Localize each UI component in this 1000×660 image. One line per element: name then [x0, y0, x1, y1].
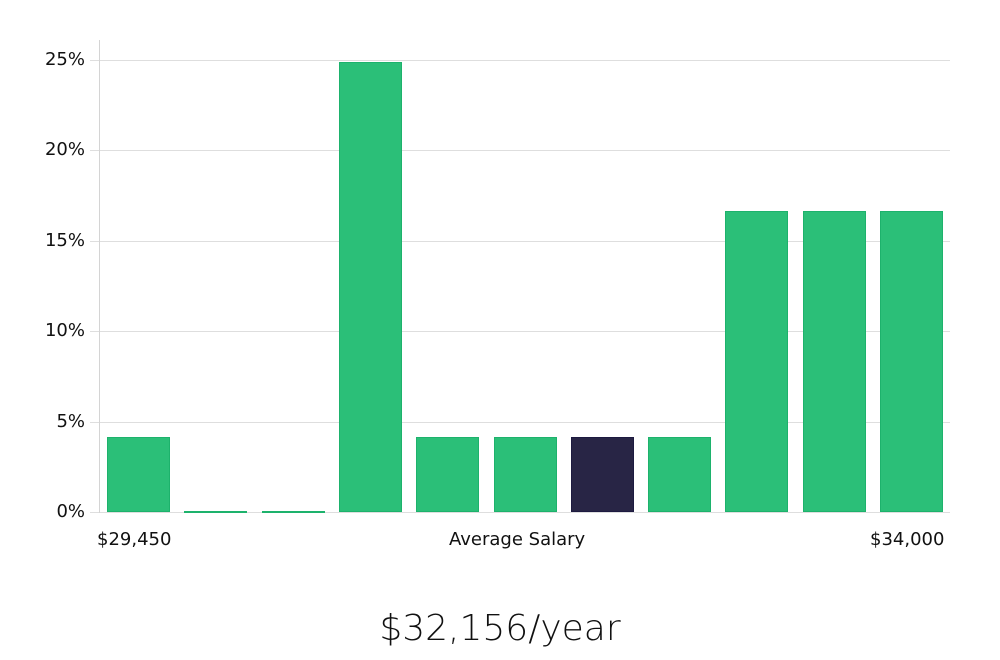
- bar: [725, 210, 789, 512]
- gridline: [90, 331, 950, 333]
- bar: [880, 210, 943, 512]
- bar: [648, 436, 712, 512]
- gridline: [90, 512, 950, 513]
- y-tick-label: 0%: [56, 501, 85, 522]
- bar-highlighted: [570, 436, 634, 512]
- bar: [493, 436, 557, 512]
- x-max-label: $34,000: [870, 529, 945, 550]
- bar: [184, 510, 248, 513]
- gridline: [90, 421, 950, 423]
- bar: [802, 210, 866, 512]
- gridline: [90, 150, 950, 152]
- bar: [416, 436, 480, 512]
- bar: [338, 61, 402, 512]
- gridline: [90, 240, 950, 242]
- y-tick-label: 15%: [44, 229, 85, 251]
- x-min-label: $29,450: [97, 529, 172, 550]
- y-axis-line: [99, 40, 100, 513]
- y-tick-label: 5%: [56, 410, 85, 432]
- x-axis-title: Average Salary: [449, 529, 586, 550]
- y-tick-label: 25%: [44, 49, 85, 70]
- salary-histogram: 0% 5% 10% 15% 20% 25% $29,450 Average Salary …: [44, 40, 950, 550]
- bar: [107, 436, 170, 512]
- y-tick-label: 20%: [44, 139, 85, 161]
- gridline: [90, 60, 950, 61]
- bar: [261, 510, 325, 513]
- average-salary-value: $32,156/year: [379, 608, 621, 649]
- y-tick-label: 10%: [44, 320, 85, 342]
